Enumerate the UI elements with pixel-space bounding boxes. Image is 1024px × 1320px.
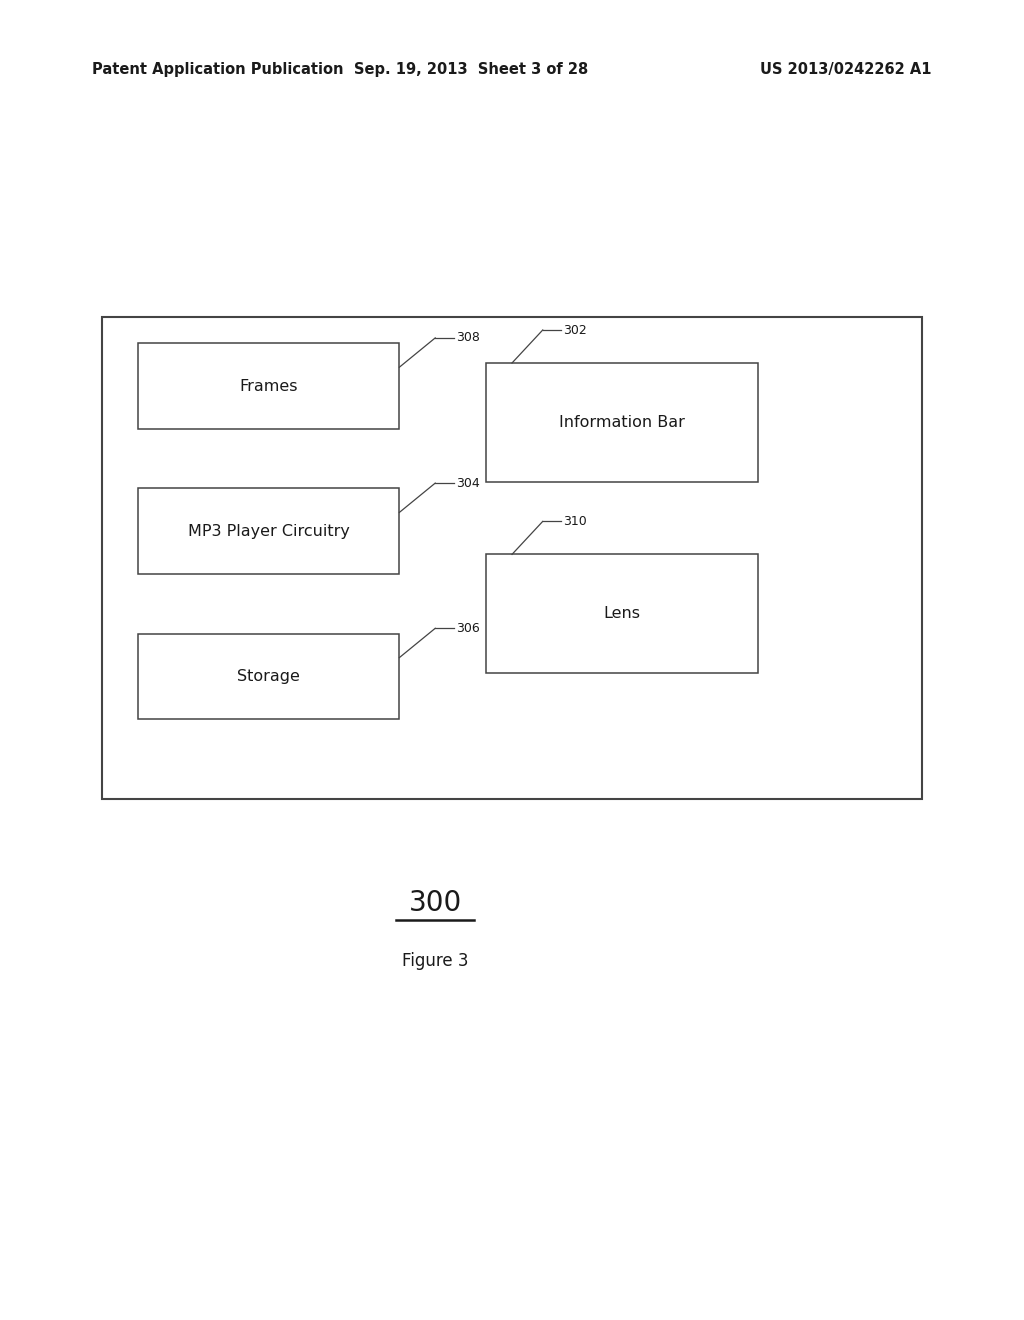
Bar bbox=[138, 343, 399, 429]
Bar bbox=[486, 363, 758, 482]
Text: 310: 310 bbox=[563, 515, 587, 528]
Text: US 2013/0242262 A1: US 2013/0242262 A1 bbox=[761, 62, 932, 77]
Text: 306: 306 bbox=[456, 622, 479, 635]
Text: 304: 304 bbox=[456, 477, 479, 490]
Bar bbox=[138, 488, 399, 574]
Text: Storage: Storage bbox=[238, 669, 300, 684]
Text: Frames: Frames bbox=[240, 379, 298, 393]
Text: Information Bar: Information Bar bbox=[559, 414, 685, 430]
Text: MP3 Player Circuitry: MP3 Player Circuitry bbox=[187, 524, 350, 539]
Bar bbox=[486, 554, 758, 673]
Text: Figure 3: Figure 3 bbox=[402, 952, 468, 970]
Text: 302: 302 bbox=[563, 323, 587, 337]
Text: Patent Application Publication: Patent Application Publication bbox=[92, 62, 344, 77]
Text: Lens: Lens bbox=[603, 606, 641, 622]
Bar bbox=[102, 317, 922, 799]
Text: Sep. 19, 2013  Sheet 3 of 28: Sep. 19, 2013 Sheet 3 of 28 bbox=[354, 62, 588, 77]
Text: 308: 308 bbox=[456, 331, 479, 345]
Text: 300: 300 bbox=[409, 888, 462, 917]
Bar bbox=[138, 634, 399, 719]
